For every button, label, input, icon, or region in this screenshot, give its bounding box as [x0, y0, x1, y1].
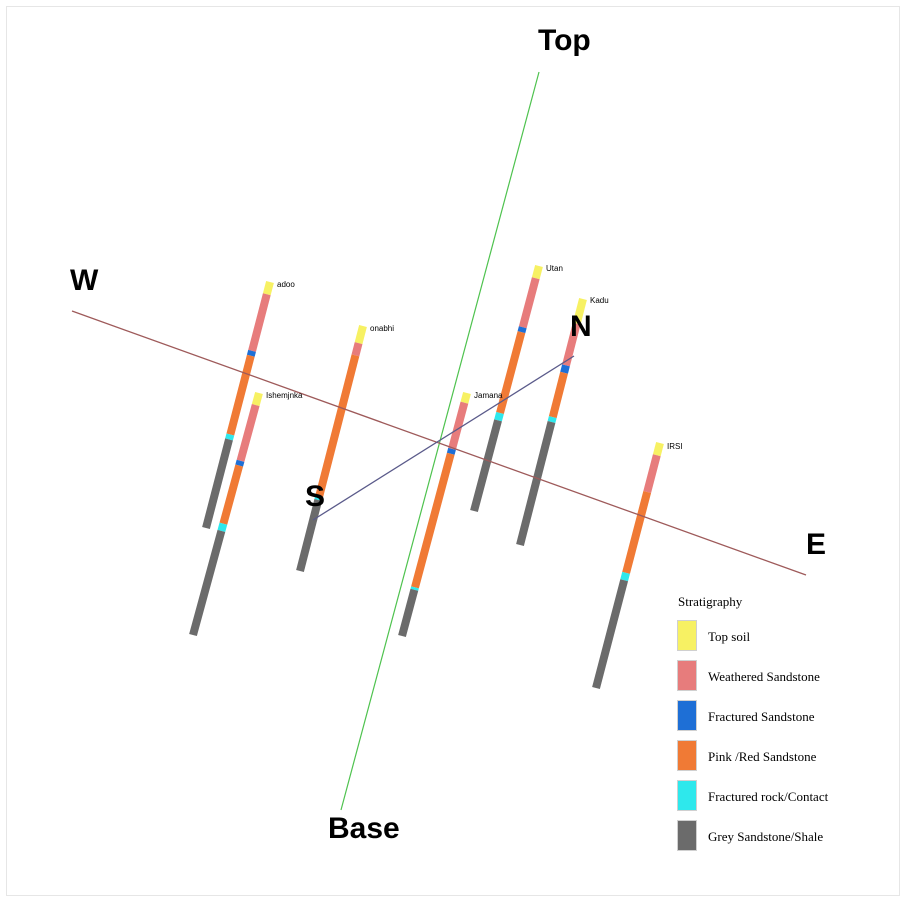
- west-east-line: [71, 310, 807, 576]
- well-label-utan: Utan: [546, 264, 563, 273]
- legend-label: Grey Sandstone/Shale: [708, 829, 824, 844]
- borehole-layer-segment: [262, 280, 274, 296]
- borehole-layer-segment: [643, 454, 661, 494]
- borehole-layer-segment: [620, 571, 630, 582]
- legend-swatch: [677, 660, 697, 691]
- legend-label: Weathered Sandstone: [708, 669, 820, 684]
- top-base-line: [340, 71, 540, 811]
- borehole-layer-segment: [470, 419, 502, 513]
- borehole-layer-segment: [219, 464, 244, 525]
- borehole-layer-segment: [531, 264, 543, 280]
- borehole-layer-segment: [547, 416, 557, 423]
- borehole-layer-segment: [622, 490, 652, 574]
- well-label-adoo: adoo: [277, 280, 295, 289]
- borehole-layer-segment: [592, 579, 629, 690]
- wells-layer: [189, 264, 664, 690]
- borehole-kadu: [516, 298, 587, 546]
- axis-label-base: Base: [328, 812, 400, 845]
- borehole-layer-segment: [410, 586, 419, 591]
- well-label-ishemjnka: Ishemjnka: [266, 391, 303, 400]
- borehole-layer-segment: [296, 498, 323, 572]
- borehole-layer-segment: [517, 326, 527, 334]
- borehole-layer-segment: [518, 277, 540, 329]
- legend-swatch: [677, 700, 697, 731]
- legend-item-weathered-sandstone: Weathered Sandstone: [672, 660, 902, 700]
- legend-swatch: [677, 820, 697, 851]
- borehole-layer-segment: [572, 298, 587, 325]
- legend-item-fractured-sandstone: Fractured Sandstone: [672, 700, 902, 740]
- legend-items: Top soil Weathered Sandstone Fractured San…: [672, 620, 902, 860]
- borehole-adoo: [202, 280, 274, 530]
- legend-label: Fractured rock/Contact: [708, 789, 829, 804]
- borehole-ishemjnka: [189, 391, 263, 637]
- well-label-irsi: IRSI: [667, 442, 683, 451]
- figure-frame: [6, 6, 900, 896]
- borehole-layer-segment: [652, 441, 664, 457]
- well-label-onabhi: onabhi: [370, 324, 394, 333]
- legend-title: Stratigraphy: [678, 594, 743, 609]
- borehole-layer-segment: [351, 342, 363, 357]
- legend-item-fractured-rock-contact: Fractured rock/Contact: [672, 780, 902, 820]
- borehole-layer-segment: [516, 421, 556, 546]
- borehole-layer-segment: [494, 411, 504, 422]
- borehole-layer-segment: [560, 364, 570, 374]
- borehole-layer-segment: [562, 322, 581, 367]
- legend-label: Pink /Red Sandstone: [708, 749, 817, 764]
- borehole-layer-segment: [202, 438, 233, 530]
- legend-item-top-soil: Top soil: [672, 620, 902, 660]
- borehole-jamana: [398, 391, 471, 638]
- borehole-layer-segment: [548, 371, 568, 419]
- axis-label-north: N: [570, 310, 592, 343]
- borehole-layer-segment: [354, 325, 367, 345]
- borehole-layer-segment: [235, 459, 245, 467]
- legend-swatch: [677, 780, 697, 811]
- borehole-layer-segment: [411, 452, 455, 589]
- axis-label-west: W: [70, 264, 99, 297]
- legend-label: Fractured Sandstone: [708, 709, 815, 724]
- borehole-layer-segment: [315, 354, 360, 499]
- borehole-layer-segment: [314, 496, 323, 501]
- legend-item-grey-sandstone-shale: Grey Sandstone/Shale: [672, 820, 902, 860]
- borehole-layer-segment: [460, 391, 471, 404]
- borehole-layer-segment: [398, 588, 419, 638]
- borehole-layer-segment: [446, 447, 456, 455]
- axis-label-east: E: [806, 528, 826, 561]
- borehole-layer-segment: [248, 293, 271, 352]
- axis-label-top: Top: [538, 24, 591, 57]
- south-north-line: [312, 355, 575, 521]
- well-labels-layer: adoo Ishemjnka onabhi Jamana Utan Kadu IRSI: [266, 264, 683, 451]
- borehole-layer-segment: [225, 433, 235, 441]
- borehole-irsi: [592, 441, 664, 690]
- borehole-layer-segment: [251, 391, 263, 407]
- borehole-layer-segment: [236, 404, 260, 462]
- well-label-kadu: Kadu: [590, 296, 609, 305]
- borehole-utan: [470, 264, 543, 513]
- legend-item-pink-red-sandstone: Pink /Red Sandstone: [672, 740, 902, 780]
- borehole-layer-segment: [246, 349, 256, 357]
- borehole-layer-segment: [217, 522, 228, 532]
- borehole-layer-segment: [226, 354, 255, 436]
- borehole-layer-segment: [189, 529, 226, 637]
- borehole-onabhi: [296, 325, 367, 572]
- legend-swatch: [677, 740, 697, 771]
- stratigraphy-legend: Stratigraphy Top soil Weathered Sandstone…: [672, 594, 902, 860]
- well-label-jamana: Jamana: [474, 391, 503, 400]
- legend-label: Top soil: [708, 629, 751, 644]
- legend-swatch: [677, 620, 697, 651]
- axis-label-south: S: [305, 480, 325, 513]
- borehole-layer-segment: [448, 401, 469, 450]
